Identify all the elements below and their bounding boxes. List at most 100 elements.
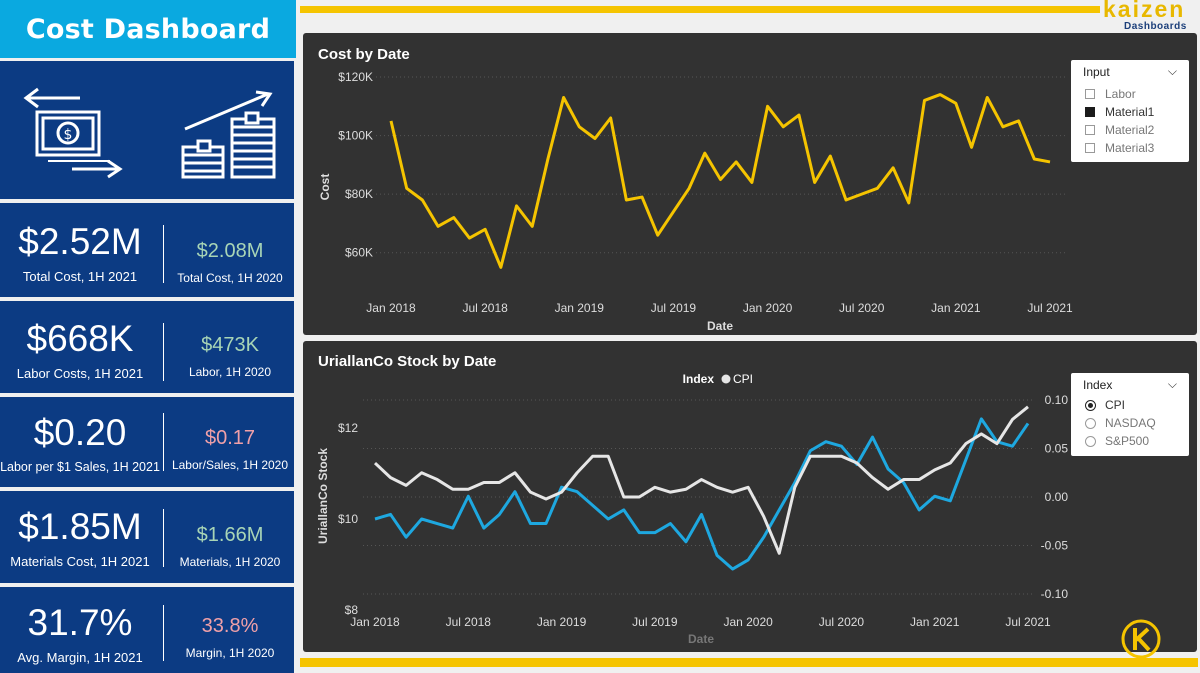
y2-tick-label: 0.00	[1045, 490, 1069, 504]
x-tick-label: Jan 2021	[910, 615, 960, 629]
option-label: Material2	[1105, 123, 1155, 137]
money-growth-icon	[181, 90, 276, 179]
kpi-card-materials-cost: $1.85M Materials Cost, 1H 2021 $1.66M Ma…	[0, 491, 294, 583]
kpi-label: Total Cost, 1H 2021	[22, 269, 138, 284]
stock-chart-panel: UriallanCo Stock by Date -0.10 -0.05 0.00 0…	[303, 341, 1197, 659]
series-line-stock	[374, 417, 1030, 571]
x-tick-label: Jan 2018	[366, 301, 416, 315]
kpi-card-labor-per-sales: $0.20 Labor per $1 Sales, 1H 2021 $0.17 …	[0, 397, 294, 487]
sidebar: Cost Dashboard $	[0, 0, 296, 673]
kpi-compare-label: Materials, 1H 2020	[179, 555, 281, 569]
kpi-divider	[163, 225, 164, 283]
x-tick-label: Jan 2018	[350, 615, 400, 629]
kpi-card-avg-margin: 31.7% Avg. Margin, 1H 2021 33.8% Margin,…	[0, 587, 294, 673]
kpi-compare-label: Total Cost, 1H 2020	[177, 271, 283, 285]
slicer-option-nasdaq[interactable]: NASDAQ	[1085, 416, 1156, 430]
kpi-value: $1.85M	[18, 506, 142, 547]
x-tick-label: Jan 2019	[537, 615, 587, 629]
kpi-label: Materials Cost, 1H 2021	[10, 554, 150, 569]
x-axis-title: Date	[707, 319, 733, 333]
x-tick-label: Jan 2021	[931, 301, 981, 315]
checkbox-checked[interactable]	[1085, 107, 1095, 117]
legend-marker	[721, 374, 731, 384]
slicer-option-labor[interactable]: Labor	[1085, 87, 1136, 101]
y-axis-title: UriallanCo Stock	[316, 448, 330, 544]
chevron-down-icon[interactable]: ⌵	[1167, 377, 1177, 391]
chart-title: Cost by Date	[318, 46, 410, 63]
kpi-compare-value: $473K	[201, 334, 259, 356]
option-label: CPI	[1105, 398, 1126, 412]
kaizen-k-logo-icon	[1121, 619, 1161, 659]
slicer-header: Input	[1083, 65, 1110, 79]
slicer-option-sp500[interactable]: S&P500	[1085, 434, 1149, 448]
kpi-value: $668K	[26, 318, 134, 359]
kpi-card-labor-costs: $668K Labor Costs, 1H 2021 $473K Labor, …	[0, 301, 294, 393]
slicer-header: Index	[1083, 378, 1113, 392]
x-tick-label: Jul 2019	[632, 615, 678, 629]
series-line-material1	[389, 93, 1051, 269]
accent-bar-bottom	[300, 658, 1198, 667]
option-label: Material1	[1105, 105, 1155, 119]
dashboard-title: Cost Dashboard	[0, 0, 296, 58]
index-slicer[interactable]: Index ⌵ CPI NASDAQ S&P500	[1071, 373, 1189, 456]
y-tick-label: $10	[338, 512, 358, 526]
chart-title: UriallanCo Stock by Date	[318, 353, 497, 370]
chevron-down-icon[interactable]: ⌵	[1167, 64, 1177, 78]
slicer-option-material2[interactable]: Material2	[1085, 123, 1154, 137]
cost-chart-panel: Cost by Date $60K $80K $100K $120K Jan 2018 J…	[303, 33, 1197, 335]
x-tick-label: Jul 2018	[446, 615, 492, 629]
kpi-compare-label: Labor/Sales, 1H 2020	[171, 458, 289, 472]
kpi-label: Labor Costs, 1H 2021	[16, 366, 144, 381]
option-label: Material3	[1105, 141, 1155, 155]
checkbox[interactable]	[1085, 143, 1095, 153]
svg-text:$: $	[64, 127, 73, 143]
kpi-compare-label: Margin, 1H 2020	[185, 646, 275, 660]
brand-logo-text: kaizen	[1103, 0, 1186, 22]
option-label: S&P500	[1105, 434, 1150, 448]
kpi-label: Labor per $1 Sales, 1H 2021	[0, 460, 160, 474]
legend-item: CPI	[733, 372, 753, 386]
kpi-value: $2.52M	[18, 221, 142, 262]
y2-tick-label: 0.05	[1045, 442, 1069, 456]
x-tick-label: Jul 2020	[819, 615, 865, 629]
x-tick-label: Jul 2019	[651, 301, 697, 315]
kpi-compare-value: 33.8%	[201, 615, 259, 637]
kpi-compare-value: $0.17	[204, 427, 256, 449]
accent-bar-top	[300, 6, 1100, 13]
x-tick-label: Jan 2020	[743, 301, 793, 315]
legend-title: Index	[683, 372, 715, 386]
brand-logo-subtitle: Dashboards	[1124, 21, 1187, 32]
kpi-card-total-cost: $2.52M Total Cost, 1H 2021 $2.08M Total …	[0, 203, 294, 297]
series-line-cpi	[373, 405, 1029, 555]
kpi-value: 31.7%	[27, 602, 133, 643]
kpi-compare-label: Labor, 1H 2020	[188, 365, 272, 379]
icon-panel: $	[0, 61, 294, 199]
input-slicer[interactable]: Input ⌵ Labor Material1 Material2 Materi…	[1071, 60, 1189, 162]
y-tick-label: $100K	[338, 129, 373, 143]
kpi-label: Avg. Margin, 1H 2021	[17, 650, 143, 665]
kpi-compare-value: $1.66M	[196, 524, 264, 546]
slicer-option-material3[interactable]: Material3	[1085, 141, 1154, 155]
cost-chart: $60K $80K $100K $120K Jan 2018 Jul 2018 Jan 20…	[318, 70, 1073, 333]
y-tick-label: $60K	[345, 246, 373, 260]
x-tick-label: Jul 2021	[1005, 615, 1051, 629]
kpi-value: $0.20	[33, 412, 127, 453]
y2-tick-label: -0.10	[1041, 587, 1069, 601]
y-axis-title: Cost	[318, 174, 332, 201]
radio[interactable]	[1085, 417, 1096, 429]
y-tick-label: $120K	[338, 70, 373, 84]
radio-selected[interactable]	[1085, 399, 1096, 411]
y2-tick-label: 0.10	[1045, 393, 1069, 407]
kpi-divider	[163, 323, 164, 381]
slicer-option-material1[interactable]: Material1	[1085, 105, 1154, 119]
y2-tick-label: -0.05	[1041, 539, 1069, 553]
checkbox[interactable]	[1085, 89, 1095, 99]
kpi-divider	[163, 413, 164, 471]
checkbox[interactable]	[1085, 125, 1095, 135]
kpi-divider	[163, 509, 164, 567]
radio[interactable]	[1085, 435, 1096, 447]
option-label: NASDAQ	[1105, 416, 1156, 430]
slicer-option-cpi[interactable]: CPI	[1085, 398, 1125, 412]
y-tick-label: $80K	[345, 187, 373, 201]
x-tick-label: Jan 2020	[723, 615, 773, 629]
